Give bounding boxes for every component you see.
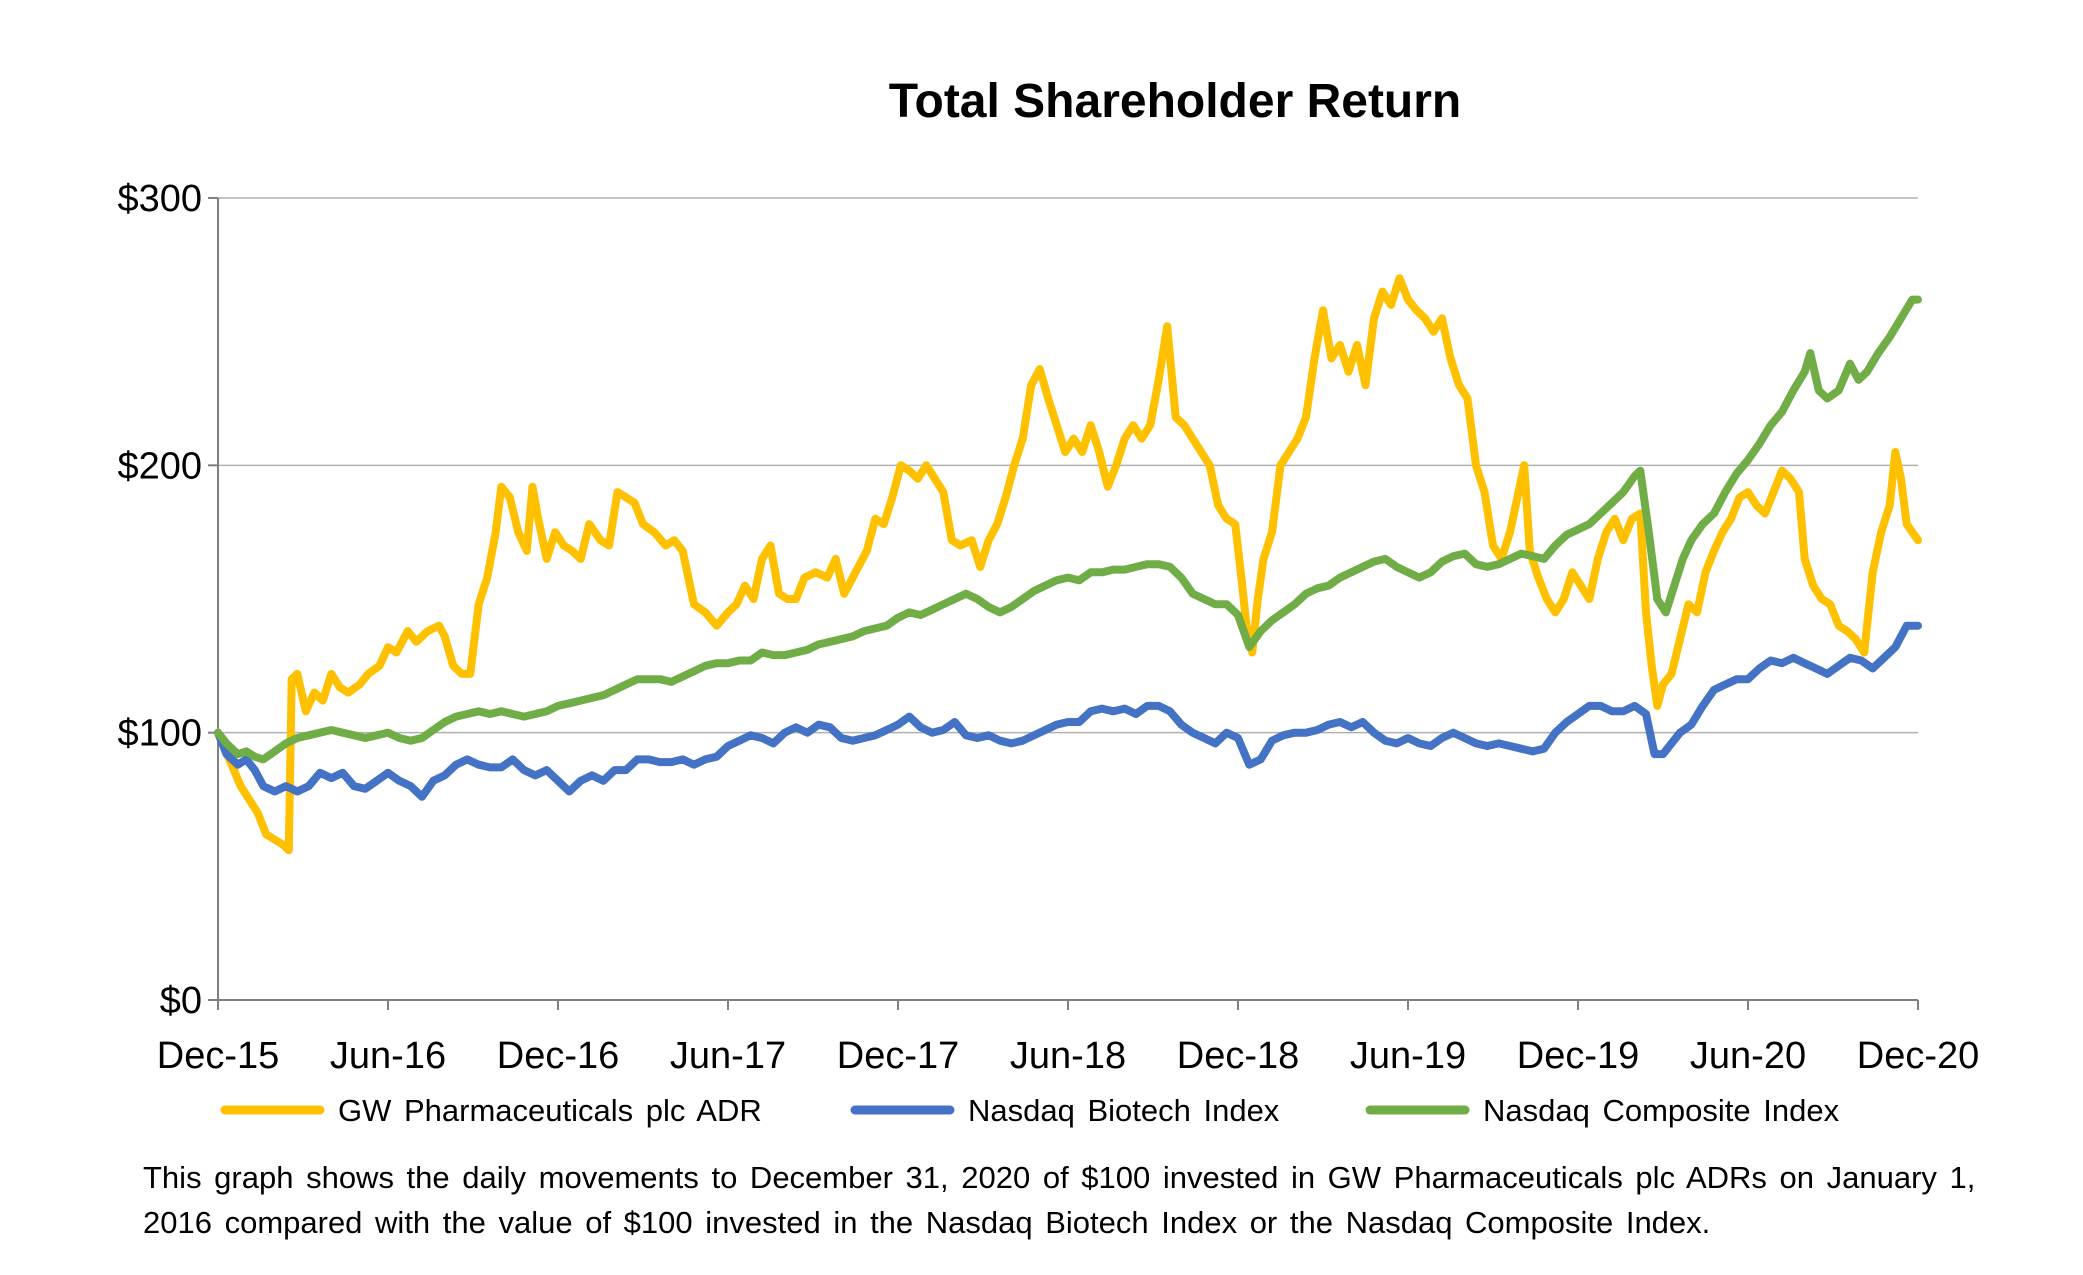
- x-tick-label: Dec-18: [1177, 1035, 1300, 1077]
- grid: [218, 197, 1918, 734]
- axes: $0 $100 $200 $300 Dec-15 Jun-16 Dec-16 Jun-17 De…: [117, 178, 1979, 1077]
- x-tick-label: Dec-17: [837, 1035, 960, 1077]
- caption-line-2: 2016 compared with the value of $100 inv…: [143, 1205, 1711, 1240]
- series-lines: [214, 274, 1922, 855]
- series-line-3: [214, 295, 1922, 764]
- x-tick-label: Dec-20: [1857, 1035, 1980, 1077]
- x-tick-label: Jun-19: [1350, 1035, 1466, 1077]
- x-tick-label: Jun-20: [1690, 1035, 1806, 1077]
- x-tick-label: Jun-18: [1010, 1035, 1126, 1077]
- chart-title: Total Shareholder Return: [889, 75, 1462, 128]
- caption-line-1: This graph shows the daily movements to …: [143, 1160, 1976, 1195]
- y-tick-label: $100: [117, 713, 202, 755]
- y-tick-label: $300: [117, 178, 202, 220]
- legend-label-2: Nasdaq Biotech Index: [968, 1093, 1280, 1128]
- y-tick-label: $200: [117, 445, 202, 487]
- x-tick-label: Jun-17: [670, 1035, 786, 1077]
- x-tick-label: Dec-15: [157, 1035, 280, 1077]
- legend-label-3: Nasdaq Composite Index: [1483, 1093, 1840, 1128]
- legend: GW Pharmaceuticals plc ADR Nasdaq Biotech…: [220, 1093, 1840, 1128]
- x-tick-label: Jun-16: [330, 1035, 446, 1077]
- series-line-1: [214, 274, 1922, 855]
- x-tick-label: Dec-19: [1517, 1035, 1640, 1077]
- x-tick-label: Dec-16: [497, 1035, 620, 1077]
- series-line-2: [214, 621, 1922, 801]
- legend-label-1: GW Pharmaceuticals plc ADR: [338, 1093, 762, 1128]
- y-tick-label: $0: [160, 980, 202, 1022]
